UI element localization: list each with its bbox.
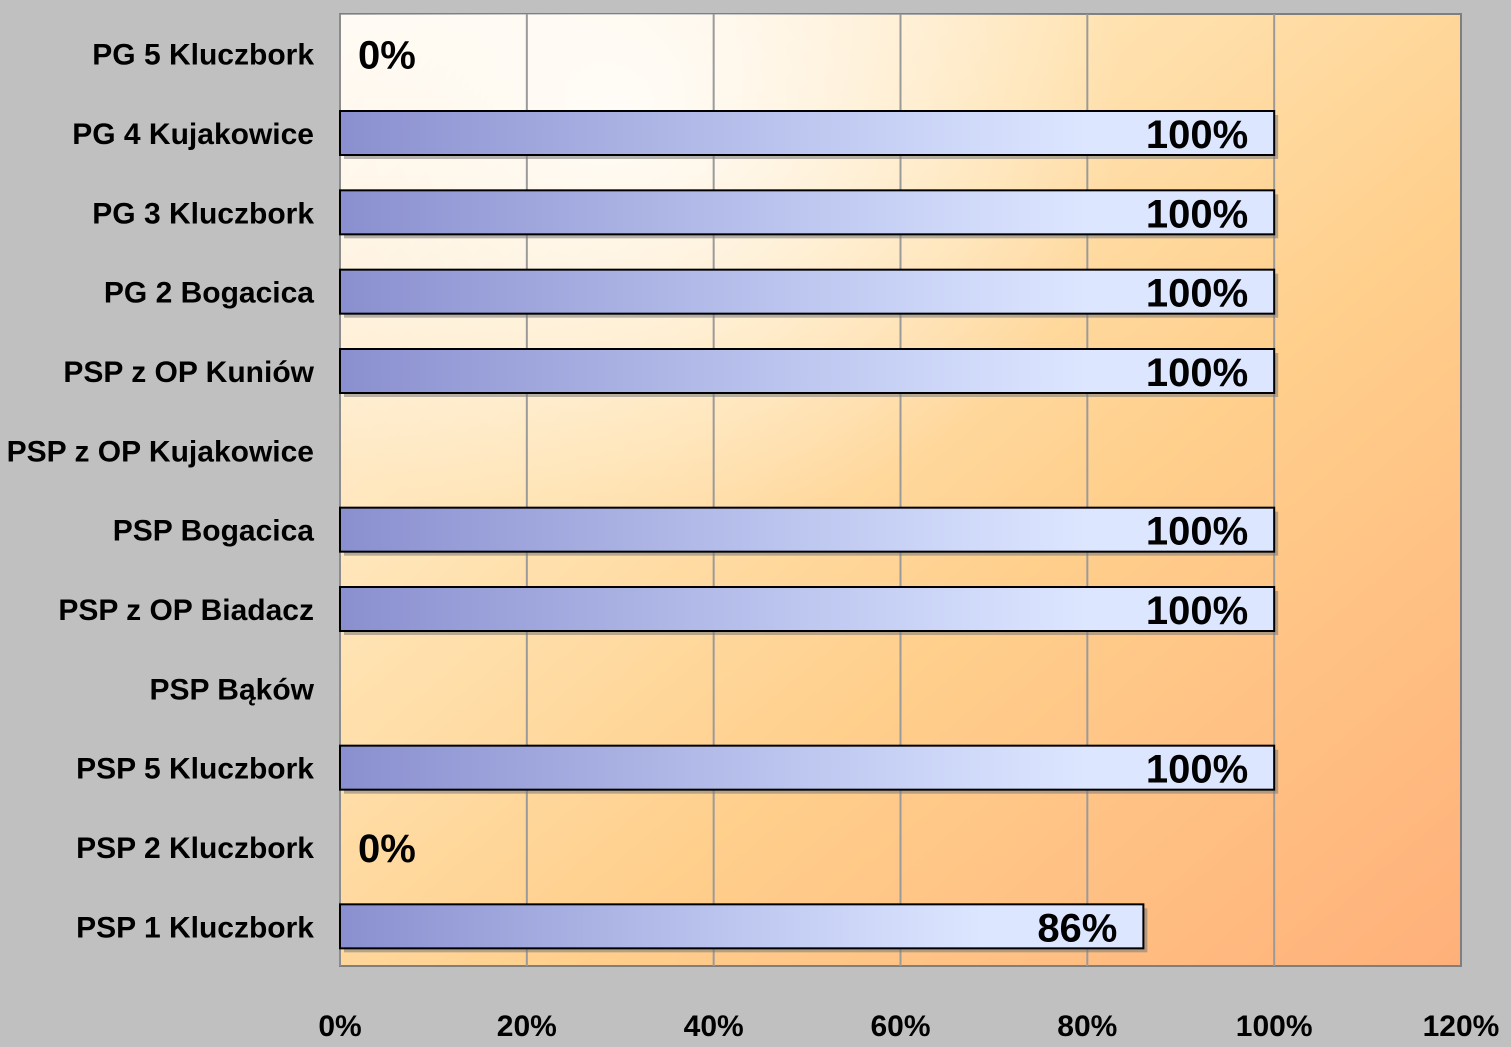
bar: [339, 268, 1276, 315]
data-label: 100%: [1146, 510, 1248, 554]
bar: [339, 189, 1276, 236]
bar: [339, 506, 1276, 553]
data-label: 100%: [1146, 113, 1248, 157]
category-label: PSP 1 Kluczbork: [76, 911, 314, 944]
x-tick-label: 40%: [684, 1010, 744, 1042]
data-labels: 0% 100% 100% 100% 100% 100% 100% 100% 0% 86%: [358, 34, 1248, 951]
category-label: PG 2 Bogacica: [104, 277, 314, 310]
category-label: PSP 5 Kluczbork: [76, 753, 314, 786]
data-label: 0%: [358, 34, 416, 78]
x-tick-label: 80%: [1057, 1010, 1117, 1042]
x-tick-label: 20%: [497, 1010, 557, 1042]
category-label: PG 4 Kujakowice: [72, 118, 314, 151]
category-label: PG 5 Kluczbork: [92, 39, 314, 72]
bar: [339, 744, 1276, 791]
data-label: 0%: [358, 827, 416, 871]
bars: [339, 110, 1279, 953]
category-label: PSP 2 Kluczbork: [76, 832, 314, 865]
data-label: 100%: [1146, 589, 1248, 633]
data-label: 86%: [1037, 906, 1117, 950]
bar: [339, 348, 1276, 394]
category-label: PSP z OP Kujakowice: [7, 435, 314, 468]
x-tick-label: 120%: [1423, 1010, 1500, 1042]
category-labels: PG 5 Kluczbork PG 4 Kujakowice PG 3 Kluczb…: [7, 39, 315, 945]
bar: [339, 110, 1276, 156]
data-label: 100%: [1146, 351, 1248, 395]
gridlines: [339, 14, 1276, 966]
category-label: PSP z OP Kuniów: [63, 356, 314, 389]
category-label: PSP z OP Biadacz: [58, 594, 314, 627]
x-axis-tick-labels: 0% 20% 40% 60% 80% 100% 120%: [318, 1010, 1500, 1043]
category-label: PSP Bogacica: [113, 515, 315, 548]
bar: [339, 903, 1145, 950]
data-label: 100%: [1146, 748, 1248, 792]
category-label: PSP Bąków: [149, 673, 314, 706]
x-tick-label: 0%: [318, 1010, 361, 1042]
data-label: 100%: [1146, 272, 1248, 316]
category-label: PG 3 Kluczbork: [92, 197, 314, 230]
bar: [339, 586, 1276, 632]
x-tick-label: 100%: [1236, 1010, 1313, 1042]
data-label: 100%: [1146, 192, 1248, 236]
x-tick-label: 60%: [870, 1010, 930, 1042]
